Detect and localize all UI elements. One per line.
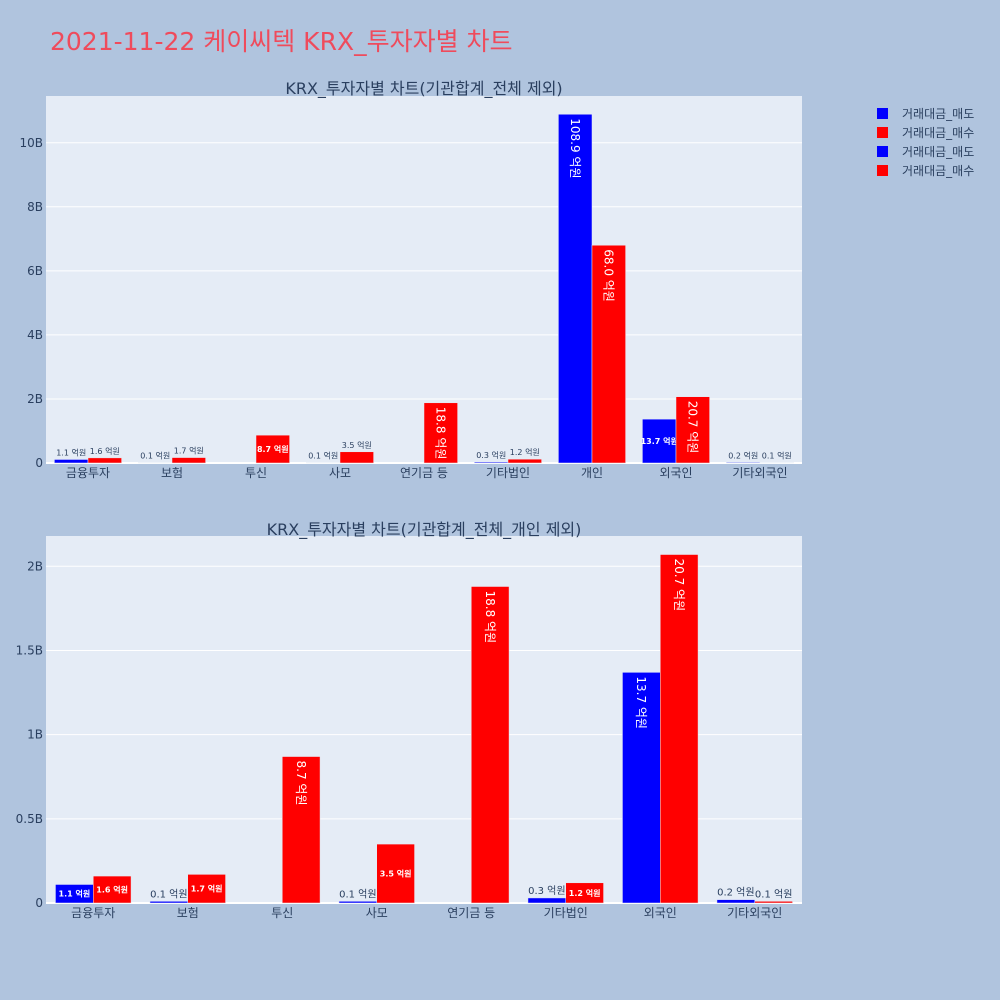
bar: [93, 875, 132, 904]
bar: [565, 882, 604, 904]
legend-item-label: 거래대금_매도: [902, 107, 974, 121]
bar: [474, 461, 509, 464]
x-tick-label: 보험: [161, 466, 183, 480]
page-title: 2021-11-22 케이씨텍 KRX_투자자별 차트: [50, 27, 513, 56]
y-tick-label: 6B: [27, 264, 43, 278]
data-label: 0.1 억원: [762, 451, 792, 461]
data-label: 68.0 억원: [602, 249, 616, 302]
data-label: 13.7 억원: [641, 436, 678, 446]
legend-swatch: [877, 108, 888, 119]
y-tick-label: 0: [35, 896, 43, 910]
bar: [338, 901, 378, 904]
x-tick-label: 사모: [329, 466, 351, 480]
y-tick-label: 2B: [27, 392, 43, 406]
bar: [754, 901, 793, 904]
bar: [171, 457, 206, 464]
legend-swatch: [877, 127, 888, 138]
x-tick-label: 금융투자: [71, 906, 115, 920]
data-label: 0.3 억원: [476, 450, 506, 460]
y-tick-label: 8B: [27, 200, 43, 214]
data-label: 1.2 억원: [510, 447, 540, 457]
bar: [282, 756, 321, 904]
x-tick-label: 기타법인: [486, 466, 530, 480]
bar: [660, 554, 699, 904]
bar: [507, 458, 542, 464]
data-label: 0.2 억원: [717, 887, 754, 899]
data-label: 0.1 억원: [339, 888, 376, 900]
legend-item-label: 거래대금_매도: [902, 145, 974, 159]
legend-swatch: [877, 165, 888, 176]
bar: [642, 418, 677, 464]
data-label: 18.8 억원: [483, 591, 497, 644]
data-label: 1.7 억원: [191, 884, 223, 894]
data-label: 0.1 억원: [755, 888, 792, 900]
x-tick-label: 투신: [245, 466, 267, 480]
data-label: 3.5 억원: [380, 869, 412, 879]
bar: [471, 586, 510, 904]
data-label: 3.5 억원: [342, 440, 372, 450]
y-tick-label: 0: [35, 456, 43, 470]
legend-item-label: 거래대금_매수: [902, 126, 974, 140]
data-label: 20.7 억원: [672, 559, 686, 612]
bar: [527, 897, 567, 904]
bar: [423, 402, 458, 464]
data-label: 20.7 억원: [686, 401, 700, 454]
x-tick-label: 기타외국인: [727, 906, 782, 920]
bar: [622, 672, 661, 904]
data-label: 1.1 억원: [56, 447, 86, 457]
chart-title: KRX_투자자별 차트(기관합계_전체 제외): [285, 79, 562, 99]
data-label: 0.1 억원: [150, 888, 187, 900]
bar: [675, 396, 710, 464]
data-label: 108.9 억원: [568, 118, 582, 178]
y-tick-label: 4B: [27, 328, 43, 342]
data-label: 1.6 억원: [96, 885, 128, 895]
x-tick-label: 기타법인: [544, 906, 588, 920]
bar: [339, 451, 374, 464]
bar: [376, 843, 415, 904]
bar: [87, 457, 122, 464]
bar: [591, 244, 626, 464]
data-label: 0.1 억원: [140, 451, 170, 461]
data-label: 0.3 억원: [528, 885, 565, 897]
data-label: 1.6 억원: [90, 446, 120, 456]
data-label: 1.7 억원: [174, 446, 204, 456]
data-label: 13.7 억원: [634, 676, 648, 729]
y-tick-label: 2B: [27, 559, 43, 573]
chart-top: 0 2B 4B 6B 8B 10B KRX_투자자별 차트(기관합계_전체 제외) 금융투자 1…: [19, 79, 802, 480]
x-tick-label: 보험: [177, 906, 199, 920]
x-tick-label: 사모: [366, 906, 388, 920]
y-tick-label: 0.5B: [16, 812, 43, 826]
bar: [726, 462, 761, 464]
legend-item-label: 거래대금_매수: [902, 164, 974, 178]
x-tick-label: 기타외국인: [732, 466, 787, 480]
x-tick-label: 금융투자: [66, 466, 110, 480]
bar: [716, 899, 756, 904]
x-tick-label: 개인: [581, 466, 603, 480]
y-tick-label: 1B: [27, 728, 43, 742]
chart-bottom: 0 0.5B 1B 1.5B 2B KRX_투자자별 차트(기관합계_전체_개인 제외) 금…: [16, 520, 802, 920]
x-tick-label: 외국인: [644, 906, 677, 920]
data-label: 0.2 억원: [728, 450, 758, 460]
legend-swatch: [877, 146, 888, 157]
bar: [187, 874, 226, 904]
y-tick-label: 1.5B: [16, 643, 43, 657]
data-label: 18.8 억원: [434, 407, 448, 460]
y-tick-label: 10B: [19, 136, 43, 150]
bar: [255, 434, 290, 464]
bar: [149, 901, 188, 904]
data-label: 1.2 억원: [569, 888, 601, 898]
x-tick-label: 연기금 등: [400, 466, 448, 480]
bar: [54, 459, 89, 464]
bar: [558, 114, 593, 464]
x-tick-label: 외국인: [659, 466, 692, 480]
data-label: 1.1 억원: [59, 889, 91, 899]
chart-title: KRX_투자자별 차트(기관합계_전체_개인 제외): [267, 520, 582, 540]
x-tick-label: 연기금 등: [447, 906, 495, 920]
data-label: 0.1 억원: [308, 451, 338, 461]
x-tick-label: 투신: [271, 906, 293, 920]
data-label: 8.7 억원: [294, 761, 308, 806]
data-label: 8.7 억원: [257, 444, 289, 454]
